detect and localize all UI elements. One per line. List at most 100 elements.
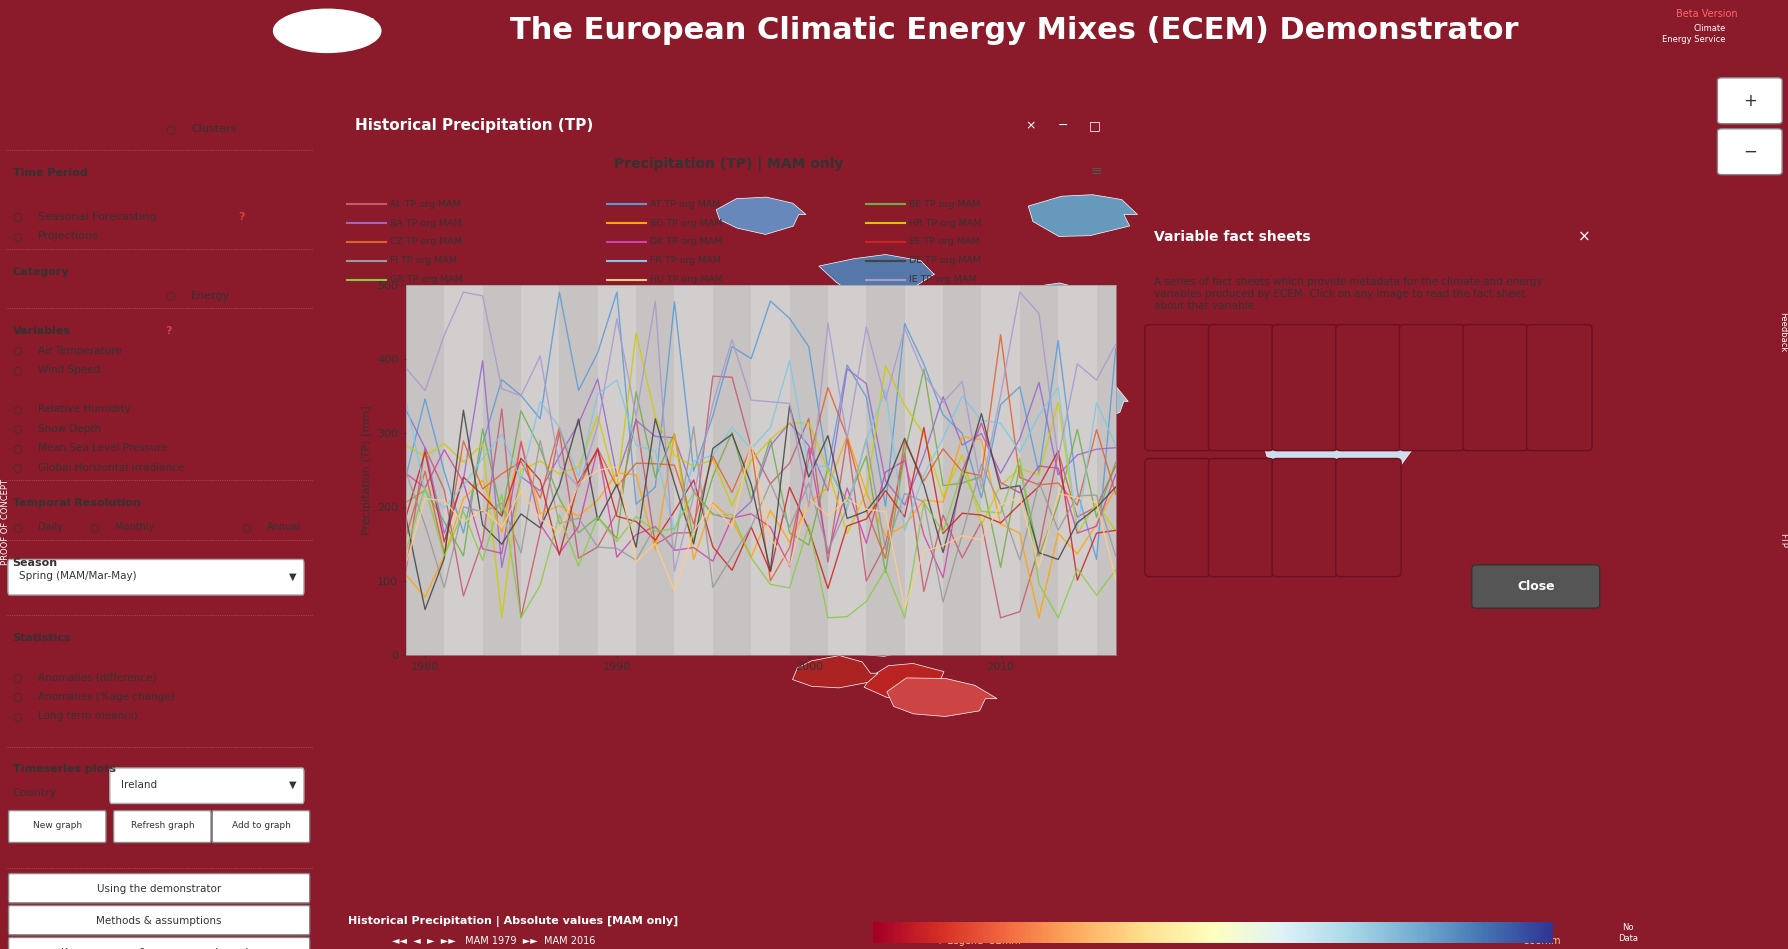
Bar xyxy=(828,285,867,655)
Polygon shape xyxy=(790,448,887,490)
FancyBboxPatch shape xyxy=(213,810,309,843)
Text: Wind Speed: Wind Speed xyxy=(38,365,100,375)
Bar xyxy=(637,285,674,655)
Text: −: − xyxy=(1743,142,1758,160)
Polygon shape xyxy=(805,571,894,605)
Polygon shape xyxy=(1041,382,1128,422)
Text: DE TP org MAM: DE TP org MAM xyxy=(908,256,982,266)
Text: ●: ● xyxy=(13,653,23,662)
Text: Climate
Energy Service: Climate Energy Service xyxy=(1661,25,1725,44)
Text: Anomalies (difference): Anomalies (difference) xyxy=(38,672,157,682)
Text: Spring (MAM/Mar-May): Spring (MAM/Mar-May) xyxy=(20,571,136,582)
Text: −: − xyxy=(1057,120,1067,132)
Text: Country: Country xyxy=(13,789,57,798)
FancyBboxPatch shape xyxy=(1718,78,1783,123)
Polygon shape xyxy=(869,594,944,632)
FancyBboxPatch shape xyxy=(1463,325,1529,451)
Text: AL TP org MAM: AL TP org MAM xyxy=(390,199,461,209)
FancyBboxPatch shape xyxy=(7,560,304,595)
Text: GR TP org MAM: GR TP org MAM xyxy=(390,275,463,285)
Text: ●: ● xyxy=(13,384,23,395)
Polygon shape xyxy=(1169,338,1286,381)
Text: Mean Sea Level Pressure: Mean Sea Level Pressure xyxy=(38,443,168,454)
Text: ?: ? xyxy=(240,212,245,222)
Text: ×: × xyxy=(1026,120,1037,132)
Bar xyxy=(1019,285,1058,655)
Text: ○: ○ xyxy=(13,522,23,532)
Polygon shape xyxy=(980,342,1066,377)
Polygon shape xyxy=(515,526,647,582)
Polygon shape xyxy=(792,656,878,688)
Polygon shape xyxy=(753,509,835,547)
Text: ○: ○ xyxy=(166,290,175,301)
Text: Copernicus: Copernicus xyxy=(297,15,375,28)
Text: Anomalies (%age change): Anomalies (%age change) xyxy=(38,692,175,701)
Text: The European Climatic Energy Mixes (ECEM) Demonstrator: The European Climatic Energy Mixes (ECEM… xyxy=(510,16,1518,46)
Text: Relative Humidity: Relative Humidity xyxy=(38,404,131,414)
Text: Long term mean(s): Long term mean(s) xyxy=(38,711,138,721)
Text: Clusters: Clusters xyxy=(191,123,236,134)
Text: Temporal Resolution: Temporal Resolution xyxy=(13,498,141,509)
Bar xyxy=(713,285,751,655)
Bar xyxy=(1058,285,1096,655)
Polygon shape xyxy=(585,421,690,466)
Polygon shape xyxy=(864,663,946,699)
Text: +: + xyxy=(1743,92,1758,110)
Text: Daily: Daily xyxy=(38,522,63,532)
Text: ○: ○ xyxy=(13,463,23,473)
Text: Precipitation: Precipitation xyxy=(38,384,114,395)
Text: Absolute values: Absolute values xyxy=(38,653,132,662)
Text: Global Horizontal Irradiance: Global Horizontal Irradiance xyxy=(38,463,184,473)
FancyBboxPatch shape xyxy=(9,938,309,949)
Text: ○: ○ xyxy=(13,711,23,721)
Polygon shape xyxy=(1261,409,1439,477)
FancyBboxPatch shape xyxy=(109,768,304,804)
Ellipse shape xyxy=(274,9,381,52)
Polygon shape xyxy=(717,197,806,234)
Text: ▼: ▼ xyxy=(288,571,297,582)
Bar xyxy=(520,285,560,655)
Text: DK TP org MAM: DK TP org MAM xyxy=(649,237,722,247)
FancyBboxPatch shape xyxy=(1336,325,1402,451)
Text: Countries: Countries xyxy=(38,123,98,134)
Bar xyxy=(867,285,905,655)
Bar xyxy=(483,285,520,655)
Y-axis label: Precipitation (TP) [mm]: Precipitation (TP) [mm] xyxy=(361,405,372,534)
FancyBboxPatch shape xyxy=(1271,325,1337,451)
Text: Snow Depth: Snow Depth xyxy=(38,423,102,434)
Text: Statistics: Statistics xyxy=(13,633,72,643)
Text: New graph: New graph xyxy=(32,821,82,830)
Text: Precipitation (TP) | MAM only: Precipitation (TP) | MAM only xyxy=(613,157,844,171)
Bar xyxy=(406,285,443,655)
Text: Monthly: Monthly xyxy=(114,522,154,532)
Text: FR TP org MAM: FR TP org MAM xyxy=(649,256,721,266)
Polygon shape xyxy=(697,346,765,371)
Text: Annual: Annual xyxy=(268,522,302,532)
Text: Refresh graph: Refresh graph xyxy=(131,821,195,830)
FancyBboxPatch shape xyxy=(1271,458,1337,577)
FancyBboxPatch shape xyxy=(1718,129,1783,175)
Text: Timeseries plots: Timeseries plots xyxy=(13,765,116,774)
Polygon shape xyxy=(835,534,926,570)
Text: ○: ○ xyxy=(13,672,23,682)
Text: PROOF OF CONCEPT: PROOF OF CONCEPT xyxy=(0,479,11,565)
FancyBboxPatch shape xyxy=(1209,325,1273,451)
FancyBboxPatch shape xyxy=(1472,565,1600,608)
Bar xyxy=(674,285,713,655)
Text: Time Period: Time Period xyxy=(13,168,88,178)
FancyBboxPatch shape xyxy=(1209,458,1273,577)
FancyBboxPatch shape xyxy=(114,810,211,843)
Text: Category: Category xyxy=(13,267,70,277)
Bar xyxy=(443,285,483,655)
FancyBboxPatch shape xyxy=(1336,458,1402,577)
Bar xyxy=(751,285,790,655)
Polygon shape xyxy=(892,556,982,589)
Text: ●: ● xyxy=(13,123,23,134)
FancyBboxPatch shape xyxy=(1400,325,1464,451)
Polygon shape xyxy=(831,620,921,657)
Text: IE TP org MAM: IE TP org MAM xyxy=(908,275,976,285)
Text: Beta Version: Beta Version xyxy=(1677,9,1738,19)
Text: ≡: ≡ xyxy=(1091,164,1103,177)
Text: Seasonal: Seasonal xyxy=(197,522,247,532)
Text: ○: ○ xyxy=(13,443,23,454)
